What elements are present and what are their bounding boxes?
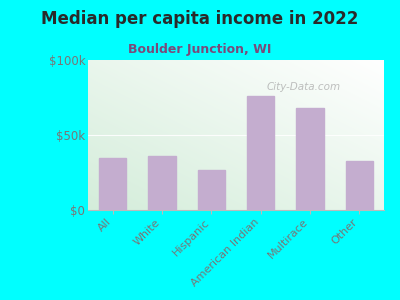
Bar	[198, 169, 225, 210]
Bar	[346, 160, 373, 210]
Bar	[148, 156, 176, 210]
Bar	[247, 96, 274, 210]
Text: Boulder Junction, WI: Boulder Junction, WI	[128, 44, 272, 56]
Text: City-Data.com: City-Data.com	[267, 82, 341, 92]
Bar	[296, 108, 324, 210]
Bar	[99, 158, 126, 210]
Text: Median per capita income in 2022: Median per capita income in 2022	[41, 11, 359, 28]
